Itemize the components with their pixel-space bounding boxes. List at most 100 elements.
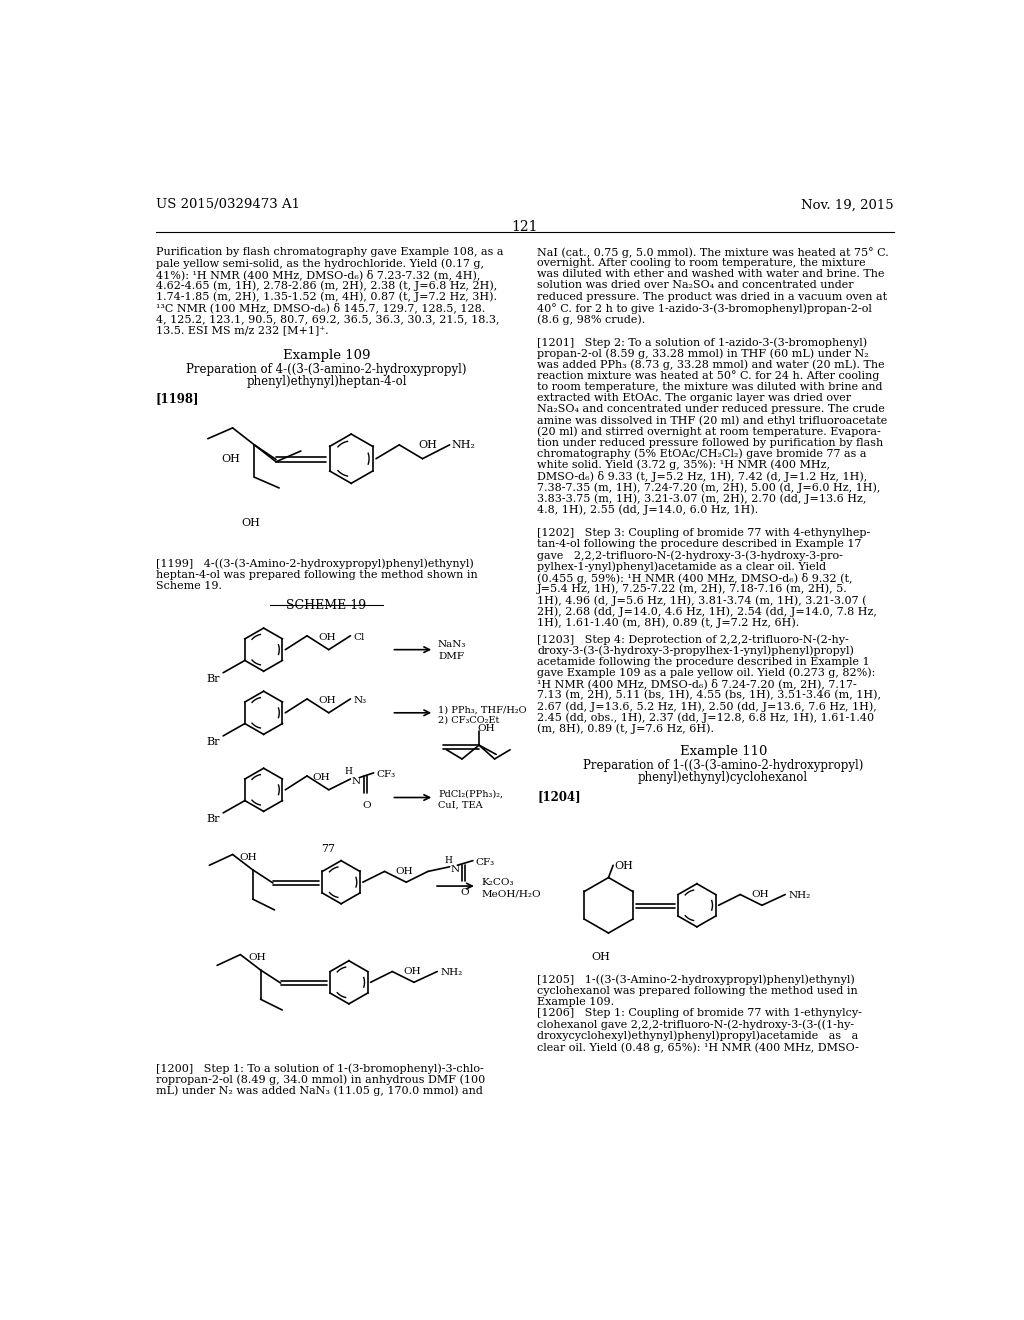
Text: reduced pressure. The product was dried in a vacuum oven at: reduced pressure. The product was dried … [538, 292, 888, 301]
Text: NaN₃: NaN₃ [438, 640, 466, 649]
Text: 1) PPh₃, THF/H₂O: 1) PPh₃, THF/H₂O [438, 705, 526, 714]
Text: gave   2,2,2-trifluoro-N-(2-hydroxy-3-(3-hydroxy-3-pro-: gave 2,2,2-trifluoro-N-(2-hydroxy-3-(3-h… [538, 550, 843, 561]
Text: NaI (cat., 0.75 g, 5.0 mmol). The mixture was heated at 75° C.: NaI (cat., 0.75 g, 5.0 mmol). The mixtur… [538, 247, 889, 257]
Text: was added PPh₃ (8.73 g, 33.28 mmol) and water (20 mL). The: was added PPh₃ (8.73 g, 33.28 mmol) and … [538, 359, 885, 370]
Text: 13.5. ESI MS m/z 232 [M+1]⁺.: 13.5. ESI MS m/z 232 [M+1]⁺. [156, 325, 329, 335]
Text: clear oil. Yield (0.48 g, 65%): ¹H NMR (400 MHz, DMSO-: clear oil. Yield (0.48 g, 65%): ¹H NMR (… [538, 1041, 859, 1052]
Text: NH₂: NH₂ [452, 441, 476, 450]
Text: 40° C. for 2 h to give 1-azido-3-(3-bromophenyl)propan-2-ol: 40° C. for 2 h to give 1-azido-3-(3-brom… [538, 302, 872, 314]
Text: CF₃: CF₃ [475, 858, 495, 866]
Text: ¹³C NMR (100 MHz, DMSO-d₆) δ 145.7, 129.7, 128.5, 128.: ¹³C NMR (100 MHz, DMSO-d₆) δ 145.7, 129.… [156, 302, 485, 314]
Text: Example 110: Example 110 [680, 744, 767, 758]
Text: mL) under N₂ was added NaN₃ (11.05 g, 170.0 mmol) and: mL) under N₂ was added NaN₃ (11.05 g, 17… [156, 1085, 482, 1096]
Text: to room temperature, the mixture was diluted with brine and: to room temperature, the mixture was dil… [538, 381, 883, 392]
Text: [1205]   1-((3-(3-Amino-2-hydroxypropyl)phenyl)ethynyl): [1205] 1-((3-(3-Amino-2-hydroxypropyl)ph… [538, 974, 855, 985]
Text: Preparation of 1-((3-(3-amino-2-hydroxypropyl): Preparation of 1-((3-(3-amino-2-hydroxyp… [583, 759, 863, 772]
Text: droxy-3-(3-(3-hydroxy-3-propylhex-1-ynyl)phenyl)propyl): droxy-3-(3-(3-hydroxy-3-propylhex-1-ynyl… [538, 645, 854, 656]
Text: 4.8, 1H), 2.55 (dd, J=14.0, 6.0 Hz, 1H).: 4.8, 1H), 2.55 (dd, J=14.0, 6.0 Hz, 1H). [538, 504, 759, 515]
Text: 4, 125.2, 123.1, 90.5, 80.7, 69.2, 36.5, 36.3, 30.3, 21.5, 18.3,: 4, 125.2, 123.1, 90.5, 80.7, 69.2, 36.5,… [156, 314, 500, 323]
Text: pylhex-1-ynyl)phenyl)acetamide as a clear oil. Yield: pylhex-1-ynyl)phenyl)acetamide as a clea… [538, 561, 826, 572]
Text: [1206]   Step 1: Coupling of bromide 77 with 1-ethynylcy-: [1206] Step 1: Coupling of bromide 77 wi… [538, 1008, 862, 1019]
Text: [1201]   Step 2: To a solution of 1-azido-3-(3-bromophenyl): [1201] Step 2: To a solution of 1-azido-… [538, 337, 867, 347]
Text: ropropan-2-ol (8.49 g, 34.0 mmol) in anhydrous DMF (100: ropropan-2-ol (8.49 g, 34.0 mmol) in anh… [156, 1074, 485, 1085]
Text: OH: OH [318, 696, 336, 705]
Text: overnight. After cooling to room temperature, the mixture: overnight. After cooling to room tempera… [538, 259, 866, 268]
Text: [1202]   Step 3: Coupling of bromide 77 with 4-ethynylhep-: [1202] Step 3: Coupling of bromide 77 wi… [538, 528, 870, 539]
Text: OH: OH [396, 867, 414, 875]
Text: ¹H NMR (400 MHz, DMSO-d₆) δ 7.24-7.20 (m, 2H), 7.17-: ¹H NMR (400 MHz, DMSO-d₆) δ 7.24-7.20 (m… [538, 678, 857, 690]
Text: tan-4-ol following the procedure described in Example 17: tan-4-ol following the procedure describ… [538, 539, 862, 549]
Text: [1203]   Step 4: Deprotection of 2,2,2-trifluoro-N-(2-hy-: [1203] Step 4: Deprotection of 2,2,2-tri… [538, 635, 849, 645]
Text: N₃: N₃ [353, 696, 367, 705]
Text: was diluted with ether and washed with water and brine. The: was diluted with ether and washed with w… [538, 269, 885, 280]
Text: H: H [444, 855, 452, 865]
Text: 3.83-3.75 (m, 1H), 3.21-3.07 (m, 2H), 2.70 (dd, J=13.6 Hz,: 3.83-3.75 (m, 1H), 3.21-3.07 (m, 2H), 2.… [538, 494, 866, 504]
Text: cyclohexanol was prepared following the method used in: cyclohexanol was prepared following the … [538, 986, 858, 995]
Text: OH: OH [477, 725, 496, 734]
Text: phenyl)ethynyl)cyclohexanol: phenyl)ethynyl)cyclohexanol [638, 771, 808, 784]
Text: Purification by flash chromatography gave Example 108, as a: Purification by flash chromatography gav… [156, 247, 504, 257]
Text: solution was dried over Na₂SO₄ and concentrated under: solution was dried over Na₂SO₄ and conce… [538, 280, 854, 290]
Text: reaction mixture was heated at 50° C. for 24 h. After cooling: reaction mixture was heated at 50° C. fo… [538, 371, 880, 381]
Text: [1204]: [1204] [538, 789, 581, 803]
Text: Na₂SO₄ and concentrated under reduced pressure. The crude: Na₂SO₄ and concentrated under reduced pr… [538, 404, 885, 414]
Text: 2.45 (dd, obs., 1H), 2.37 (dd, J=12.8, 6.8 Hz, 1H), 1.61-1.40: 2.45 (dd, obs., 1H), 2.37 (dd, J=12.8, 6… [538, 713, 874, 723]
Text: 7.38-7.35 (m, 1H), 7.24-7.20 (m, 2H), 5.00 (d, J=6.0 Hz, 1H),: 7.38-7.35 (m, 1H), 7.24-7.20 (m, 2H), 5.… [538, 482, 881, 492]
Text: tion under reduced pressure followed by purification by flash: tion under reduced pressure followed by … [538, 437, 884, 447]
Text: propan-2-ol (8.59 g, 33.28 mmol) in THF (60 mL) under N₂: propan-2-ol (8.59 g, 33.28 mmol) in THF … [538, 348, 868, 359]
Text: Scheme 19.: Scheme 19. [156, 581, 222, 591]
Text: 77: 77 [321, 843, 335, 854]
Text: Cl: Cl [353, 632, 365, 642]
Text: Br: Br [207, 675, 220, 684]
Text: OH: OH [240, 853, 257, 862]
Text: DMSO-d₆) δ 9.33 (t, J=5.2 Hz, 1H), 7.42 (d, J=1.2 Hz, 1H),: DMSO-d₆) δ 9.33 (t, J=5.2 Hz, 1H), 7.42 … [538, 471, 867, 482]
Text: K₂CO₃: K₂CO₃ [481, 878, 514, 887]
Text: OH: OH [403, 966, 421, 975]
Text: chromatography (5% EtOAc/CH₂Cl₂) gave bromide 77 as a: chromatography (5% EtOAc/CH₂Cl₂) gave br… [538, 449, 866, 459]
Text: Preparation of 4-((3-(3-amino-2-hydroxypropyl): Preparation of 4-((3-(3-amino-2-hydroxyp… [186, 363, 467, 376]
Text: 2) CF₃CO₂Et: 2) CF₃CO₂Et [438, 715, 500, 725]
Text: O: O [461, 888, 469, 898]
Text: (20 ml) and stirred overnight at room temperature. Evapora-: (20 ml) and stirred overnight at room te… [538, 426, 881, 437]
Text: OH: OH [249, 953, 266, 962]
Text: OH: OH [419, 441, 437, 450]
Text: amine was dissolved in THF (20 ml) and ethyl trifluoroacetate: amine was dissolved in THF (20 ml) and e… [538, 416, 888, 426]
Text: 121: 121 [512, 220, 538, 234]
Text: 2.67 (dd, J=13.6, 5.2 Hz, 1H), 2.50 (dd, J=13.6, 7.6 Hz, 1H),: 2.67 (dd, J=13.6, 5.2 Hz, 1H), 2.50 (dd,… [538, 701, 877, 711]
Text: 4.62-4.65 (m, 1H), 2.78-2.86 (m, 2H), 2.38 (t, J=6.8 Hz, 2H),: 4.62-4.65 (m, 1H), 2.78-2.86 (m, 2H), 2.… [156, 280, 497, 290]
Text: clohexanol gave 2,2,2-trifluoro-N-(2-hydroxy-3-(3-((1-hy-: clohexanol gave 2,2,2-trifluoro-N-(2-hyd… [538, 1019, 854, 1030]
Text: Br: Br [207, 814, 220, 825]
Text: (0.455 g, 59%): ¹H NMR (400 MHz, DMSO-d₆) δ 9.32 (t,: (0.455 g, 59%): ¹H NMR (400 MHz, DMSO-d₆… [538, 573, 853, 583]
Text: Example 109: Example 109 [283, 350, 370, 363]
Text: heptan-4-ol was prepared following the method shown in: heptan-4-ol was prepared following the m… [156, 570, 477, 579]
Text: OH: OH [318, 632, 336, 642]
Text: NH₂: NH₂ [440, 969, 463, 977]
Text: 1.74-1.85 (m, 2H), 1.35-1.52 (m, 4H), 0.87 (t, J=7.2 Hz, 3H).: 1.74-1.85 (m, 2H), 1.35-1.52 (m, 4H), 0.… [156, 292, 497, 302]
Text: 7.13 (m, 2H), 5.11 (bs, 1H), 4.55 (bs, 1H), 3.51-3.46 (m, 1H),: 7.13 (m, 2H), 5.11 (bs, 1H), 4.55 (bs, 1… [538, 690, 882, 701]
Text: NH₂: NH₂ [788, 891, 811, 900]
Text: 41%): ¹H NMR (400 MHz, DMSO-d₆) δ 7.23-7.32 (m, 4H),: 41%): ¹H NMR (400 MHz, DMSO-d₆) δ 7.23-7… [156, 269, 480, 280]
Text: OH: OH [752, 890, 769, 899]
Text: H: H [345, 767, 353, 776]
Text: DMF: DMF [438, 652, 464, 661]
Text: extracted with EtOAc. The organic layer was dried over: extracted with EtOAc. The organic layer … [538, 393, 851, 403]
Text: N: N [351, 776, 360, 785]
Text: US 2015/0329473 A1: US 2015/0329473 A1 [156, 198, 300, 211]
Text: O: O [362, 800, 372, 809]
Text: OH: OH [312, 774, 330, 781]
Text: N: N [451, 866, 460, 874]
Text: CF₃: CF₃ [376, 770, 395, 779]
Text: white solid. Yield (3.72 g, 35%): ¹H NMR (400 MHz,: white solid. Yield (3.72 g, 35%): ¹H NMR… [538, 459, 830, 470]
Text: MeOH/H₂O: MeOH/H₂O [481, 890, 541, 898]
Text: OH: OH [241, 517, 260, 528]
Text: PdCl₂(PPh₃)₂,: PdCl₂(PPh₃)₂, [438, 789, 503, 799]
Text: droxycyclohexyl)ethynyl)phenyl)propyl)acetamide   as   a: droxycyclohexyl)ethynyl)phenyl)propyl)ac… [538, 1031, 858, 1041]
Text: [1199]   4-((3-(3-Amino-2-hydroxypropyl)phenyl)ethynyl): [1199] 4-((3-(3-Amino-2-hydroxypropyl)ph… [156, 558, 474, 569]
Text: SCHEME 19: SCHEME 19 [287, 599, 367, 612]
Text: 2H), 2.68 (dd, J=14.0, 4.6 Hz, 1H), 2.54 (dd, J=14.0, 7.8 Hz,: 2H), 2.68 (dd, J=14.0, 4.6 Hz, 1H), 2.54… [538, 606, 878, 616]
Text: OH: OH [614, 861, 634, 871]
Text: phenyl)ethynyl)heptan-4-ol: phenyl)ethynyl)heptan-4-ol [246, 375, 407, 388]
Text: Br: Br [207, 738, 220, 747]
Text: (m, 8H), 0.89 (t, J=7.6 Hz, 6H).: (m, 8H), 0.89 (t, J=7.6 Hz, 6H). [538, 723, 714, 734]
Text: 1H), 4.96 (d, J=5.6 Hz, 1H), 3.81-3.74 (m, 1H), 3.21-3.07 (: 1H), 4.96 (d, J=5.6 Hz, 1H), 3.81-3.74 (… [538, 595, 866, 606]
